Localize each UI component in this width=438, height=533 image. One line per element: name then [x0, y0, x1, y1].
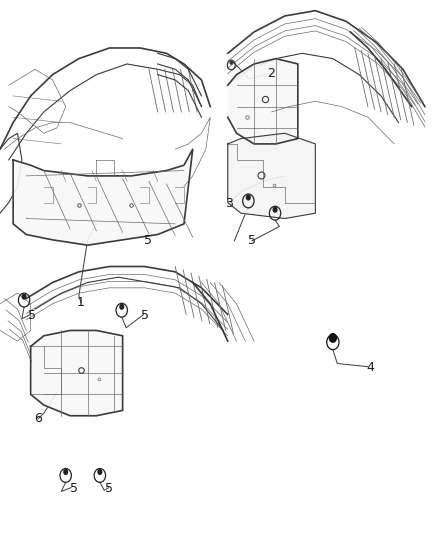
Text: 4: 4 [366, 361, 374, 374]
Circle shape [272, 207, 278, 213]
Text: 5: 5 [141, 309, 148, 322]
Polygon shape [228, 133, 315, 219]
Text: 5: 5 [144, 235, 152, 247]
Circle shape [230, 60, 233, 65]
Circle shape [97, 469, 102, 475]
Circle shape [246, 195, 251, 200]
Text: 5: 5 [70, 482, 78, 495]
Circle shape [330, 335, 336, 342]
Text: 6: 6 [35, 412, 42, 425]
Text: 1: 1 [77, 296, 85, 309]
Text: 5: 5 [105, 482, 113, 495]
Text: 5: 5 [28, 309, 35, 322]
Text: 3: 3 [225, 197, 233, 210]
Circle shape [119, 304, 124, 310]
Polygon shape [13, 149, 193, 245]
Circle shape [63, 469, 68, 475]
Polygon shape [31, 330, 123, 416]
Polygon shape [228, 59, 298, 144]
Text: 2: 2 [267, 67, 275, 80]
Circle shape [329, 334, 336, 342]
Circle shape [21, 294, 27, 300]
Text: 5: 5 [248, 235, 256, 247]
